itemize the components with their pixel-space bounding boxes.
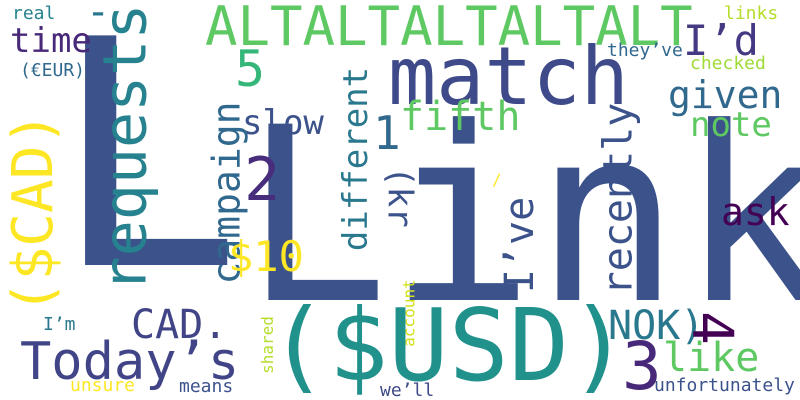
- word-3: 3: [622, 328, 662, 400]
- word-links: links: [724, 3, 779, 24]
- word-checked: checked: [690, 53, 766, 74]
- word-recently: recently: [595, 102, 642, 296]
- word-1: 1: [373, 106, 401, 160]
- word-fifth: fifth: [400, 94, 521, 140]
- word-usd: ($USD): [268, 287, 630, 400]
- word-different: different: [336, 66, 377, 252]
- word-well: we’ll: [380, 380, 435, 400]
- word-requests: requests: [90, 3, 161, 293]
- word-ive: I’ve: [497, 196, 544, 294]
- word-nok: NOK): [608, 303, 705, 349]
- word-like: like: [663, 335, 760, 381]
- word-eur: (€EUR): [20, 60, 86, 81]
- word-slow: slow: [242, 103, 324, 143]
- word-5: 5: [235, 40, 266, 98]
- word-cad-dot: CAD.: [131, 302, 228, 348]
- word-altalt: ALTALTALTALTALT: [205, 0, 693, 58]
- word-unsure: unsure: [70, 375, 136, 396]
- word-match: match: [388, 30, 629, 123]
- word-id: I’d: [683, 16, 759, 65]
- word-kr: (kr: [379, 166, 420, 228]
- word-slash: /: [492, 170, 502, 189]
- word-given: given: [668, 73, 783, 117]
- word-cad: ($CAD): [1, 111, 67, 315]
- word-means: means: [179, 376, 234, 397]
- word-2: 2: [244, 145, 281, 215]
- word-l: L: [52, 0, 242, 340]
- word-dash: -: [86, 0, 111, 35]
- word-ask: ask: [721, 190, 790, 234]
- word-real: real: [12, 3, 56, 24]
- word-time: time: [10, 21, 92, 61]
- word-note: note: [690, 105, 772, 145]
- word-im: I’m: [43, 314, 76, 335]
- word-unfortunately: unfortunately: [654, 375, 795, 396]
- word-account: account: [399, 279, 419, 347]
- word-link: Link: [243, 76, 800, 358]
- word-shared: shared: [257, 316, 277, 374]
- word-todays: Today’s: [20, 332, 240, 392]
- word-theyve: they’ve: [607, 40, 683, 61]
- word-10: $10: [228, 232, 304, 281]
